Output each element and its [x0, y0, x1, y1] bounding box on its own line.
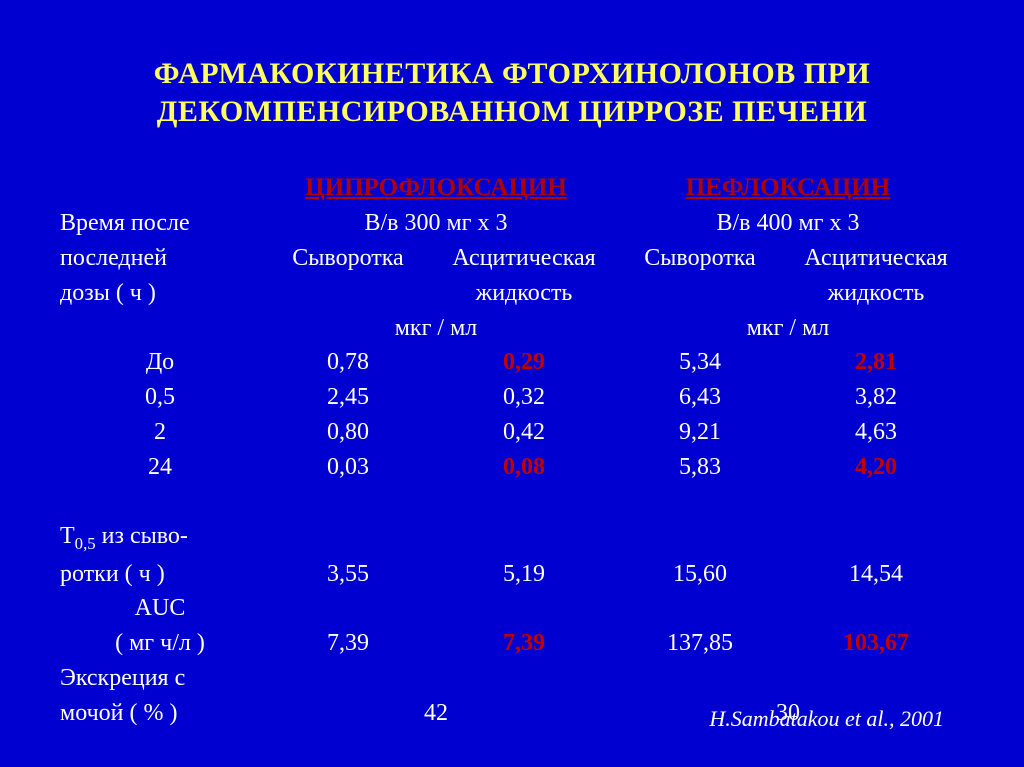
data-rows-container: До0,780,295,342,810,52,450,326,433,8220,… [60, 345, 964, 484]
cell-c1: 0,80 [260, 415, 436, 450]
cell-c4: 3,82 [788, 380, 964, 415]
t05-label-t: Т [60, 523, 75, 549]
t05-row: ротки ( ч ) 3,55 5,19 15,60 14,54 [60, 557, 964, 592]
cell-c3: 6,43 [612, 380, 788, 415]
auc-label-row: AUC [60, 591, 964, 626]
drug-2-name: ПЕФЛОКСАЦИН [686, 174, 891, 201]
cell-c4: 4,63 [788, 415, 964, 450]
auc-c1: 7,39 [260, 626, 436, 661]
title-line-2: ДЕКОМПЕНСИРОВАННОМ ЦИРРОЗЕ ПЕЧЕНИ [157, 95, 867, 128]
drug-2-subhead: Сыворотка Асцитическая жидкость [612, 241, 964, 311]
drug-1-units: мкг / мл [260, 311, 612, 346]
cell-c1: 2,45 [260, 380, 436, 415]
cell-c2: 0,08 [436, 450, 612, 485]
t05-label-line1: Т0,5 из сыво- [60, 485, 260, 557]
excr-label-line1: Экскреция с [60, 661, 260, 696]
drug-2-sub2: Асцитическая жидкость [788, 241, 964, 311]
t05-label-row: Т0,5 из сыво- [60, 485, 964, 557]
excr-label-row: Экскреция с [60, 661, 964, 696]
table-row: 20,800,429,214,63 [60, 415, 964, 450]
drug-1-dose-col: В/в 300 мг х 3 Сыворотка Асцитическая жи… [260, 206, 612, 345]
row-label: 2 [60, 415, 260, 450]
table-row: 240,030,085,834,20 [60, 450, 964, 485]
row-label: 24 [60, 450, 260, 485]
cell-c2: 0,32 [436, 380, 612, 415]
slide: ФАРМАКОКИНЕТИКА ФТОРХИНОЛОНОВ ПРИ ДЕКОМП… [0, 0, 1024, 767]
drug-1-name: ЦИПРОФЛОКСАЦИН [305, 174, 567, 201]
drug-1-sub1: Сыворотка [260, 241, 436, 311]
drug-2-units: мкг / мл [612, 311, 964, 346]
t05-c3: 15,60 [612, 557, 788, 592]
t05-label-rest: из сыво- [96, 523, 188, 549]
row-label: До [60, 345, 260, 380]
cell-c3: 9,21 [612, 415, 788, 450]
auc-c3: 137,85 [612, 626, 788, 661]
drug-2-sub1: Сыворотка [612, 241, 788, 311]
t05-label-line2: ротки ( ч ) [60, 557, 260, 592]
t05-c1: 3,55 [260, 557, 436, 592]
citation: H.Sambatakou et al., 2001 [709, 706, 944, 732]
cell-c1: 0,03 [260, 450, 436, 485]
auc-row: ( мг ч/л ) 7,39 7,39 137,85 103,67 [60, 626, 964, 661]
drug-1-sub2: Асцитическая жидкость [436, 241, 612, 311]
t05-c2: 5,19 [436, 557, 612, 592]
table-row: 0,52,450,326,433,82 [60, 380, 964, 415]
drug-1-subhead: Сыворотка Асцитическая жидкость [260, 241, 612, 311]
cell-c3: 5,83 [612, 450, 788, 485]
cell-c4: 2,81 [788, 345, 964, 380]
cell-c2: 0,42 [436, 415, 612, 450]
cell-c1: 0,78 [260, 345, 436, 380]
header-spacer [60, 170, 260, 206]
slide-title: ФАРМАКОКИНЕТИКА ФТОРХИНОЛОНОВ ПРИ ДЕКОМП… [60, 55, 964, 130]
table-row: До0,780,295,342,81 [60, 345, 964, 380]
drug-1-dose: В/в 300 мг х 3 [260, 206, 612, 241]
cell-c3: 5,34 [612, 345, 788, 380]
excr-m1: 42 [260, 696, 612, 731]
t05-label-sub: 0,5 [75, 534, 96, 553]
auc-label-line1: AUC [60, 591, 260, 626]
auc-c4: 103,67 [788, 626, 964, 661]
drug-2-header: ПЕФЛОКСАЦИН [612, 170, 964, 206]
cell-c4: 4,20 [788, 450, 964, 485]
drug-2-dose-col: В/в 400 мг х 3 Сыворотка Асцитическая жи… [612, 206, 964, 345]
title-line-1: ФАРМАКОКИНЕТИКА ФТОРХИНОЛОНОВ ПРИ [154, 57, 871, 90]
cell-c2: 0,29 [436, 345, 612, 380]
data-table: ЦИПРОФЛОКСАЦИН ПЕФЛОКСАЦИН Время после п… [60, 170, 964, 731]
drug-header-row: ЦИПРОФЛОКСАЦИН ПЕФЛОКСАЦИН [60, 170, 964, 206]
auc-label-line2: ( мг ч/л ) [60, 626, 260, 661]
drug-1-header: ЦИПРОФЛОКСАЦИН [260, 170, 612, 206]
row-label-header: Время после последней дозы ( ч ) [60, 206, 260, 345]
drug-2-dose: В/в 400 мг х 3 [612, 206, 964, 241]
dose-row: Время после последней дозы ( ч ) В/в 300… [60, 206, 964, 345]
auc-c2: 7,39 [436, 626, 612, 661]
row-label: 0,5 [60, 380, 260, 415]
t05-c4: 14,54 [788, 557, 964, 592]
excr-label-line2: мочой ( % ) [60, 696, 260, 731]
